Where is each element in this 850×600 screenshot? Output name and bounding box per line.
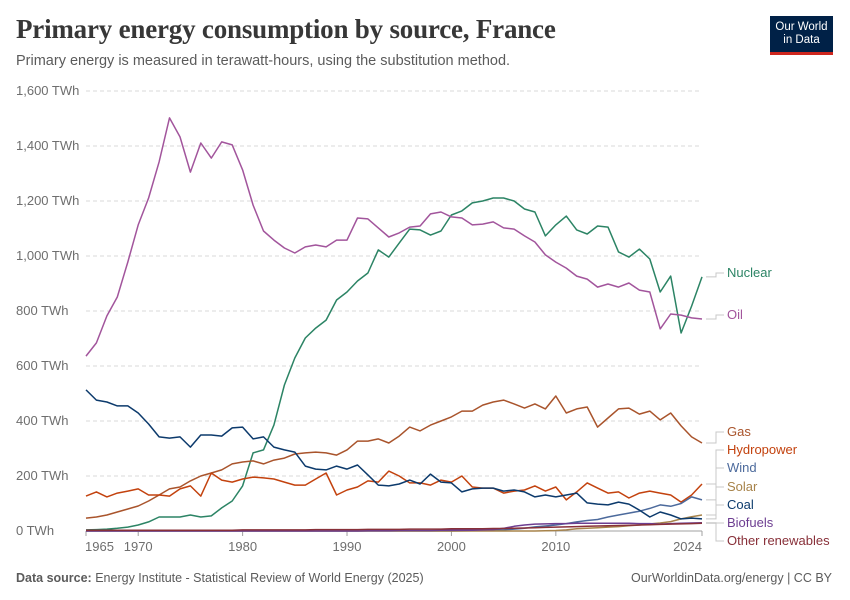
y-tick-label: 1,600 TWh [16, 83, 79, 98]
series-label-solar[interactable]: Solar [727, 479, 758, 494]
x-tick-label: 1980 [228, 539, 257, 554]
chart-subtitle: Primary energy is measured in terawatt-h… [16, 53, 511, 69]
label-connector [706, 449, 724, 485]
series-line-other-renewables[interactable] [86, 522, 703, 531]
y-tick-label: 1,000 TWh [16, 248, 79, 263]
series-line-biofuels[interactable] [86, 522, 703, 532]
x-axis-ticks: 1965 1970 1980 1990 2000 2010 2024 [85, 531, 703, 554]
label-connector [706, 467, 724, 501]
label-connector [706, 504, 724, 520]
chart-title: Primary energy consumption by source, Fr… [16, 14, 556, 44]
series-label-biofuels[interactable]: Biofuels [727, 515, 774, 530]
series-label-other-renewables[interactable]: Other renewables [727, 533, 830, 548]
series-label-oil[interactable]: Oil [727, 307, 743, 322]
series-label-wind[interactable]: Wind [727, 460, 757, 475]
x-tick-label: 2000 [437, 539, 466, 554]
series-line-nuclear[interactable] [85, 197, 703, 531]
series-line-coal[interactable] [85, 389, 703, 520]
label-connector [706, 522, 724, 542]
x-tick-label: 2010 [541, 539, 570, 554]
y-tick-label: 800 TWh [16, 303, 69, 318]
owid-logo[interactable]: Our World in Data [770, 16, 833, 55]
data-source-label: Data source: [16, 571, 92, 585]
y-tick-label: 0 TWh [16, 523, 54, 538]
label-connector [706, 431, 724, 444]
x-tick-label: 1965 [85, 539, 114, 554]
series-label-nuclear[interactable]: Nuclear [727, 265, 772, 280]
gridlines [86, 90, 702, 532]
x-tick-label: 1970 [124, 539, 153, 554]
label-connector [706, 486, 724, 516]
label-connector [706, 272, 724, 278]
footer-link[interactable]: OurWorldinData.org/energy | CC BY [630, 571, 832, 585]
series-lines [85, 117, 703, 532]
data-source: Data source: Energy Institute - Statisti… [16, 571, 424, 585]
series-line-oil[interactable] [85, 117, 703, 357]
series-label-gas[interactable]: Gas [727, 424, 751, 439]
logo-line-2: in Data [783, 34, 820, 46]
x-tick-label: 2024 [673, 539, 702, 554]
label-connector [706, 314, 724, 320]
y-tick-label: 1,200 TWh [16, 193, 79, 208]
data-source-text[interactable]: Energy Institute - Statistical Review of… [95, 571, 424, 585]
x-tick-label: 1990 [333, 539, 362, 554]
series-line-gas[interactable] [85, 395, 703, 519]
y-tick-label: 200 TWh [16, 468, 69, 483]
y-tick-label: 400 TWh [16, 413, 69, 428]
logo-line-1: Our World [775, 21, 828, 33]
y-axis-ticks: 0 TWh 200 TWh 400 TWh 600 TWh 800 TWh 1,000 T… [16, 83, 79, 538]
series-label-coal[interactable]: Coal [727, 497, 754, 512]
y-tick-label: 600 TWh [16, 358, 69, 373]
series-label-hydropower[interactable]: Hydropower [727, 442, 798, 457]
series-line-hydropower[interactable] [85, 470, 703, 503]
series-labels: Nuclear Oil Gas Hydropower Wind Solar Coal Biof… [706, 265, 830, 548]
y-tick-label: 1,400 TWh [16, 138, 79, 153]
